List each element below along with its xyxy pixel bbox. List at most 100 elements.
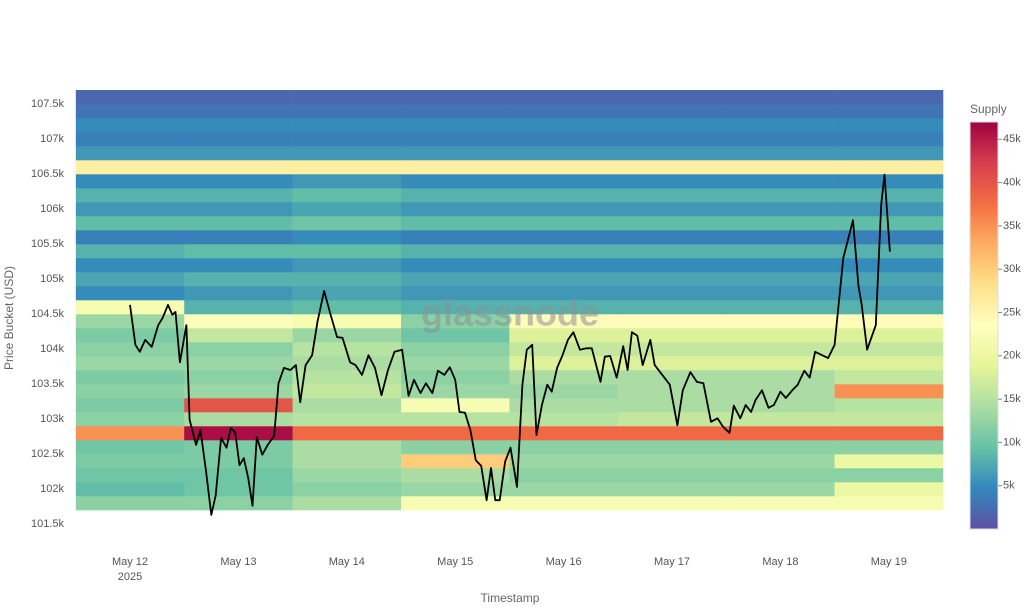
heatmap-cell <box>617 356 727 371</box>
heatmap-cell <box>726 174 835 189</box>
heatmap-cell <box>726 202 835 217</box>
heatmap-cell <box>292 216 402 231</box>
y-tick-label: 106.5k <box>31 168 65 180</box>
heatmap-cell <box>75 314 185 329</box>
y-tick-label: 106k <box>40 203 64 215</box>
heatmap-cell <box>726 146 835 161</box>
y-tick-label: 107k <box>40 133 64 145</box>
heatmap-cell <box>75 454 185 469</box>
colorbar-tick-label: 35k <box>1003 220 1021 232</box>
heatmap-cell <box>509 412 619 427</box>
heatmap-cell <box>292 118 402 133</box>
heatmap-cell <box>184 384 293 399</box>
heatmap-cell <box>184 356 293 371</box>
heatmap-cell <box>184 188 293 203</box>
heatmap-cell <box>617 440 727 455</box>
heatmap-cell <box>401 454 510 469</box>
heatmap-cell <box>184 482 293 497</box>
heatmap-cell <box>834 104 944 119</box>
x-tick-label: May 17 <box>654 556 690 568</box>
heatmap-cell <box>292 244 402 259</box>
heatmap-cell <box>726 272 835 287</box>
heatmap-cell <box>509 440 619 455</box>
heatmap-cell <box>75 286 185 301</box>
heatmap-cell <box>184 426 293 441</box>
heatmap-cell <box>726 482 835 497</box>
heatmap-cell <box>617 482 727 497</box>
heatmap-cell <box>401 132 510 147</box>
heatmap-cell <box>292 328 402 343</box>
y-tick-label: 103k <box>40 413 64 425</box>
colorbar-tick-label: 30k <box>1003 263 1021 275</box>
heatmap-cell <box>184 244 293 259</box>
heatmap-cell <box>184 300 293 315</box>
heatmap-cell <box>617 216 727 231</box>
heatmap-cell <box>292 104 402 119</box>
heatmap-cell <box>184 160 293 175</box>
heatmap-cell <box>834 356 944 371</box>
y-tick-label: 104.5k <box>31 308 65 320</box>
heatmap-cell <box>184 286 293 301</box>
heatmap-cell <box>292 384 402 399</box>
heatmap-cell <box>401 216 510 231</box>
y-tick-label: 107.5k <box>31 98 65 110</box>
heatmap-cell <box>75 496 185 511</box>
heatmap-cell <box>292 202 402 217</box>
heatmap-cell <box>184 118 293 133</box>
heatmap-cell <box>834 328 944 343</box>
heatmap-cell <box>75 272 185 287</box>
colorbar-tick-label: 25k <box>1003 306 1021 318</box>
heatmap-cell <box>726 328 835 343</box>
heatmap-cell <box>617 258 727 273</box>
heatmap-cell <box>617 454 727 469</box>
heatmap-cell <box>726 398 835 413</box>
heatmap-cell <box>292 356 402 371</box>
heatmap-cell <box>617 244 727 259</box>
heatmap-cell <box>401 174 510 189</box>
heatmap-cell <box>726 356 835 371</box>
heatmap-cell <box>509 272 619 287</box>
heatmap-cell <box>184 370 293 385</box>
heatmap-cell <box>726 300 835 315</box>
heatmap-cell <box>184 132 293 147</box>
heatmap-cell <box>75 328 185 343</box>
heatmap-cell <box>184 202 293 217</box>
colorbar-tick-label: 10k <box>1003 436 1021 448</box>
heatmap-cell <box>509 188 619 203</box>
heatmap-cell <box>834 342 944 357</box>
heatmap-cell <box>726 314 835 329</box>
heatmap-cell <box>726 440 835 455</box>
heatmap-cell <box>184 468 293 483</box>
y-tick-label: 103.5k <box>31 378 65 390</box>
heatmap-cell <box>401 314 510 329</box>
heatmap-cell <box>401 286 510 301</box>
heatmap-cell <box>834 132 944 147</box>
heatmap-cell <box>401 440 510 455</box>
heatmap-cell <box>726 286 835 301</box>
heatmap-cell <box>75 202 185 217</box>
heatmap-cell <box>617 286 727 301</box>
heatmap-cell <box>292 454 402 469</box>
x-tick-label: May 12 <box>112 556 148 568</box>
heatmap-cell <box>617 328 727 343</box>
heatmap-cell <box>75 118 185 133</box>
heatmap-cell <box>617 496 727 511</box>
heatmap-cell <box>75 146 185 161</box>
colorbar-tick-label: 45k <box>1003 133 1021 145</box>
heatmap-cell <box>184 90 293 105</box>
heatmap-cell <box>834 118 944 133</box>
heatmap-cell <box>509 90 619 105</box>
x-tick-label: May 19 <box>871 556 907 568</box>
heatmap-cell <box>726 160 835 175</box>
heatmap-cell <box>401 496 510 511</box>
heatmap-cell <box>509 300 619 315</box>
heatmap-cell <box>726 370 835 385</box>
heatmap-cell <box>834 412 944 427</box>
heatmap-cell <box>292 132 402 147</box>
colorbar <box>969 121 999 530</box>
heatmap-cell <box>509 370 619 385</box>
colorbar-tick-label: 15k <box>1003 393 1021 405</box>
heatmap-cell <box>401 244 510 259</box>
heatmap-cell <box>509 174 619 189</box>
